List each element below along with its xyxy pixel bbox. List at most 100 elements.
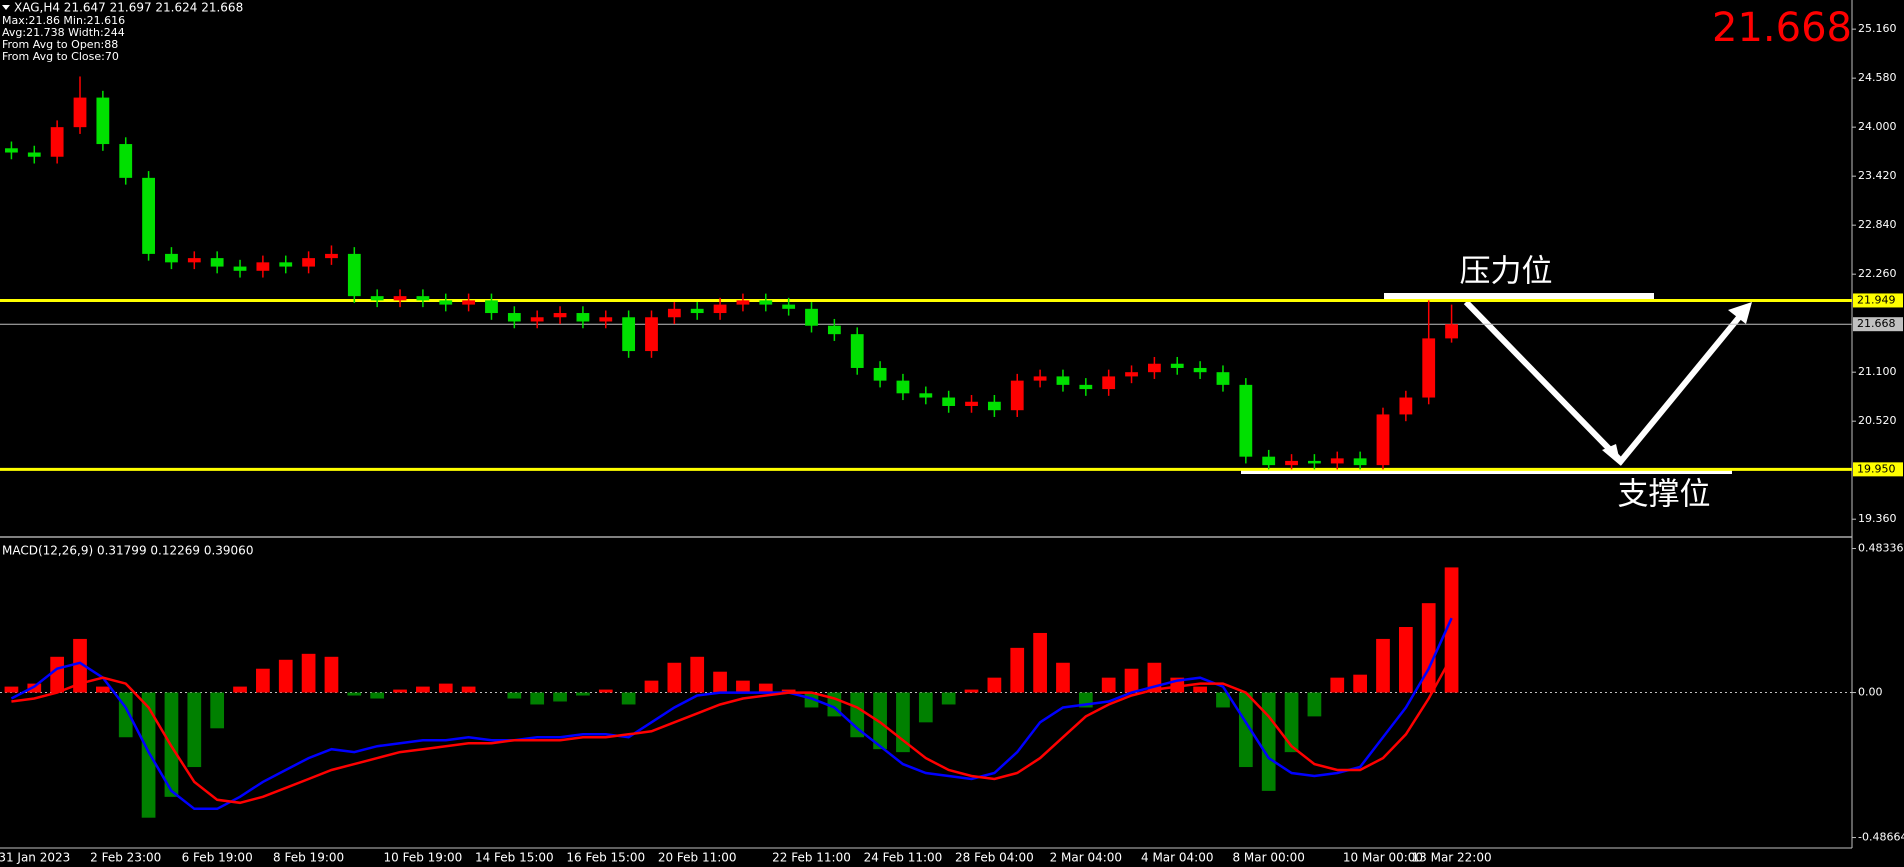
candle-body	[210, 258, 224, 267]
candle-body	[1353, 458, 1367, 466]
histogram-bar	[1353, 674, 1367, 693]
y-tick-label: 23.420	[1858, 169, 1897, 182]
histogram-bar	[256, 668, 270, 693]
x-tick-label: 31 Jan 2023	[0, 851, 70, 865]
candle-body	[690, 308, 704, 314]
y-tick-label: -0.48664	[1858, 831, 1904, 844]
candle-body	[873, 367, 887, 381]
x-tick-label: 24 Feb 11:00	[864, 851, 943, 865]
histogram-bar	[507, 692, 522, 699]
histogram-bar	[1284, 692, 1299, 753]
candle-body	[759, 300, 773, 305]
support-label: 支撑位	[1618, 477, 1711, 513]
candle-body	[1399, 397, 1413, 415]
x-tick-label: 6 Feb 19:00	[182, 851, 253, 865]
x-tick-label: 20 Feb 11:00	[658, 851, 737, 865]
histogram-bar	[1010, 647, 1025, 693]
histogram-bar	[1307, 692, 1322, 717]
histogram-bar	[50, 656, 65, 693]
candle-body	[1262, 456, 1276, 466]
histogram-bar	[621, 692, 636, 705]
histogram-bar	[96, 686, 110, 693]
x-tick-label: 13 Mar 22:00	[1412, 851, 1492, 865]
histogram-bar	[758, 683, 773, 693]
candle-body	[233, 266, 247, 271]
x-tick-label: 22 Feb 11:00	[772, 851, 851, 865]
histogram-bar	[1238, 692, 1253, 768]
histogram-bar	[324, 656, 339, 693]
candle-body	[1147, 363, 1161, 373]
x-tick-label: 4 Mar 04:00	[1141, 851, 1214, 865]
histogram-bar	[941, 692, 956, 705]
histogram-bar	[1056, 662, 1070, 693]
candle-body	[1285, 460, 1298, 466]
level-label: 19.950	[1857, 462, 1896, 475]
candle-body	[27, 152, 41, 157]
histogram-bar	[781, 689, 796, 693]
candle-body	[347, 253, 361, 297]
candle-body	[850, 334, 864, 368]
y-tick-label: 24.000	[1858, 120, 1897, 133]
candle-body	[736, 300, 750, 305]
candle-body	[1056, 376, 1070, 385]
candle-body	[187, 258, 201, 263]
histogram-bar	[576, 692, 590, 696]
candle-body	[50, 127, 64, 157]
histogram-bar	[964, 689, 979, 693]
y-tick-label: 24.580	[1858, 71, 1897, 84]
histogram-bar	[598, 689, 613, 693]
candle-body	[119, 144, 133, 178]
arrow-head	[1728, 302, 1752, 324]
candle-body	[370, 296, 384, 301]
candle-body	[1376, 414, 1390, 466]
histogram-bar	[416, 686, 430, 693]
candle-body	[1193, 367, 1207, 373]
x-tick-label: 10 Feb 19:00	[384, 851, 463, 865]
histogram-bar	[804, 692, 819, 708]
histogram-bar	[918, 692, 933, 723]
histogram-bar	[1376, 638, 1390, 693]
candle-body	[142, 177, 155, 254]
info-line: Max:21.86 Min:21.616	[2, 14, 125, 27]
candle-body	[1239, 384, 1253, 457]
v-arrow	[1463, 299, 1748, 466]
x-tick-label: 16 Feb 15:00	[566, 851, 645, 865]
candle-body	[1445, 324, 1458, 339]
x-tick-label: 14 Feb 15:00	[475, 851, 554, 865]
level-box	[1853, 462, 1903, 477]
arrow-tip	[1602, 444, 1621, 466]
macd-line	[11, 656, 1453, 805]
candle-body	[713, 304, 727, 314]
x-tick-label: 10 Mar 00:00	[1343, 851, 1423, 865]
histogram-bar	[1193, 686, 1207, 693]
candle-body	[279, 262, 293, 267]
candle-body	[5, 148, 18, 153]
candle-body	[827, 325, 841, 335]
histogram-bar	[210, 692, 225, 729]
candle-body	[645, 317, 658, 352]
histogram-bar	[370, 692, 385, 699]
macd-header: MACD(12,26,9) 0.31799 0.12269 0.39060	[2, 544, 253, 558]
candle-body	[1125, 372, 1138, 377]
candle-body	[325, 253, 338, 259]
candle-body	[896, 380, 910, 394]
histogram-bar	[1216, 692, 1230, 708]
candle-body	[782, 304, 796, 309]
candle-body	[416, 296, 430, 301]
y-tick-label: 21.100	[1858, 365, 1897, 378]
y-tick-label: 20.520	[1858, 414, 1897, 427]
level-box	[1853, 293, 1903, 308]
candle-body	[530, 317, 544, 322]
histogram-bar	[461, 686, 476, 693]
histogram-bar	[4, 686, 19, 693]
candle-body	[919, 393, 933, 398]
histogram-bar	[187, 692, 202, 768]
candle-body	[96, 97, 110, 145]
histogram-bar	[233, 686, 247, 693]
candle-body	[1010, 380, 1024, 411]
candle-body	[1170, 363, 1184, 368]
candle-body	[165, 253, 178, 263]
candle-body	[805, 308, 818, 326]
